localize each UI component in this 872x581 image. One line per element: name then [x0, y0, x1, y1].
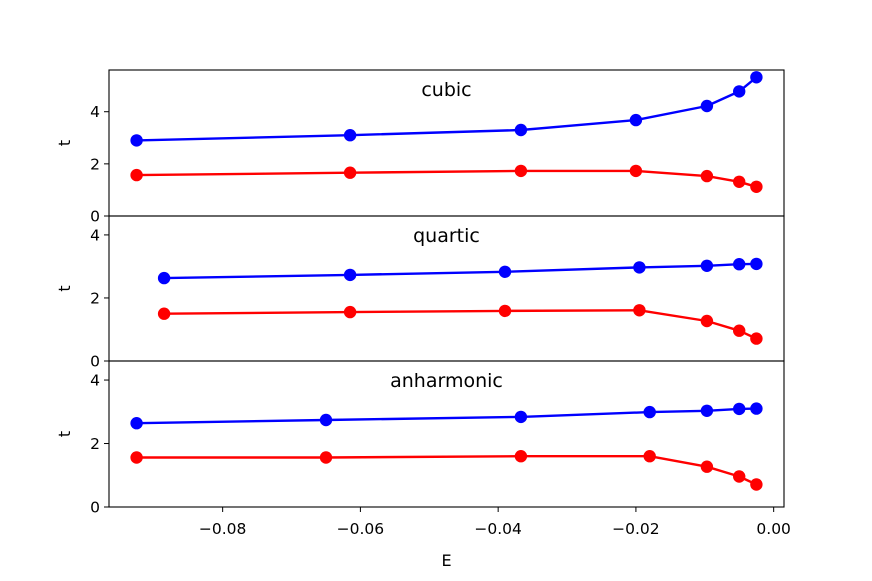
- data-point-blue: [700, 259, 714, 272]
- panel-quartic: 0 2 4 t quartic: [55, 215, 785, 371]
- panels: 0 2 4 t cubic 0 2 4 t quartic 0 2 4 t anharmonic: [55, 69, 785, 517]
- y-tick-label: 4: [90, 372, 100, 390]
- data-point-blue: [130, 417, 143, 430]
- x-axis: −0.08 −0.06 −0.04 −0.02 0.00: [199, 507, 791, 538]
- data-point-red: [700, 460, 714, 473]
- data-point-blue: [700, 99, 714, 113]
- y-axis-label: t: [55, 285, 74, 291]
- data-point-blue: [733, 402, 746, 416]
- data-point-red: [700, 169, 714, 183]
- panel-title: quartic: [413, 225, 480, 247]
- data-point-red: [633, 304, 646, 317]
- data-point-blue: [750, 71, 763, 84]
- data-point-blue: [733, 85, 746, 98]
- y-tick-label: 0: [90, 353, 100, 371]
- series-line-red: [136, 455, 757, 486]
- data-point-blue: [130, 134, 143, 147]
- data-point-blue: [750, 402, 763, 415]
- x-tick-label: −0.04: [474, 520, 522, 538]
- series-line-red: [136, 169, 757, 188]
- data-point-red: [498, 304, 512, 318]
- data-point-blue: [343, 129, 357, 142]
- data-point-red: [514, 450, 528, 463]
- data-point-blue: [498, 265, 512, 278]
- x-tick-label: −0.02: [612, 520, 660, 538]
- data-point-blue: [629, 113, 643, 127]
- series-line-blue: [164, 262, 757, 280]
- y-tick-label: 0: [90, 499, 100, 517]
- data-point-blue: [750, 257, 763, 271]
- data-point-red: [319, 451, 333, 464]
- y-tick-label: 4: [90, 103, 100, 121]
- data-point-red: [343, 305, 357, 319]
- y-tick-label: 4: [90, 226, 100, 244]
- x-axis-label: E: [441, 551, 451, 570]
- data-point-red: [130, 168, 143, 182]
- data-point-blue: [700, 404, 714, 417]
- x-tick-label: −0.06: [337, 520, 385, 538]
- data-point-red: [343, 166, 357, 179]
- y-tick-label: 0: [90, 208, 100, 226]
- panel-title: cubic: [421, 79, 471, 101]
- data-point-blue: [633, 261, 646, 274]
- data-point-red: [700, 314, 714, 328]
- data-point-blue: [319, 413, 333, 427]
- series-line-red: [164, 309, 757, 340]
- data-point-blue: [643, 405, 656, 419]
- y-tick-label: 2: [90, 435, 100, 453]
- y-tick-label: 2: [90, 289, 100, 307]
- panel-cubic: 0 2 4 t cubic: [55, 69, 785, 226]
- y-axis-label: t: [55, 140, 74, 146]
- y-tick-label: 2: [90, 155, 100, 173]
- data-point-blue: [343, 268, 357, 282]
- data-point-blue: [514, 123, 528, 137]
- x-tick-label: −0.08: [199, 520, 247, 538]
- panel-title: anharmonic: [390, 370, 503, 392]
- data-point-red: [157, 307, 171, 320]
- data-point-red: [750, 332, 763, 345]
- data-point-red: [733, 324, 746, 337]
- series-line-blue: [136, 407, 757, 425]
- x-tick-label: 0.00: [756, 520, 791, 538]
- data-point-blue: [157, 271, 171, 285]
- data-point-red: [643, 450, 656, 463]
- data-point-red: [750, 180, 763, 193]
- data-point-blue: [733, 258, 746, 271]
- panel-anharmonic: 0 2 4 t anharmonic: [55, 360, 785, 517]
- data-point-red: [514, 164, 528, 178]
- y-axis-label: t: [55, 431, 74, 437]
- data-point-red: [130, 451, 143, 464]
- plot-frame: [108, 360, 785, 508]
- data-point-red: [629, 164, 643, 178]
- data-point-blue: [514, 410, 528, 424]
- data-point-red: [733, 470, 746, 483]
- data-point-red: [750, 478, 763, 491]
- data-point-red: [733, 175, 746, 188]
